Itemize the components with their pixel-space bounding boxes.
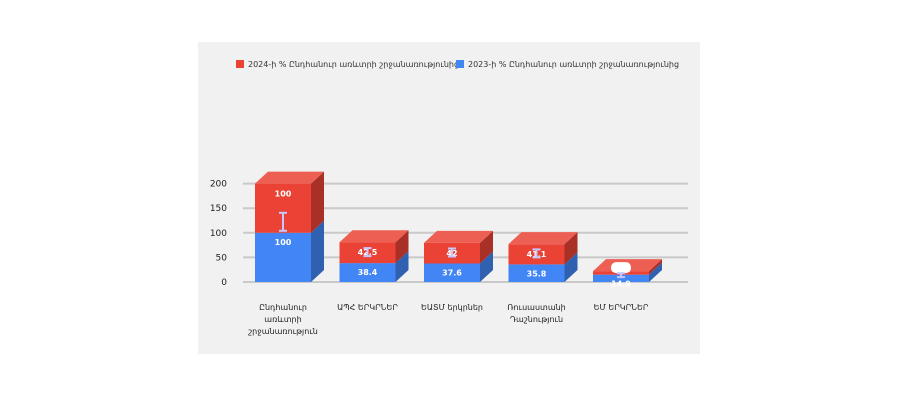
bar-2024-1-side bbox=[395, 230, 409, 264]
data-label-2024-4: 7.2 bbox=[614, 263, 628, 272]
x-tick-label: Դաշնություն bbox=[510, 315, 563, 324]
bar-2024-3-top bbox=[508, 232, 578, 245]
data-label-2023-1: 38.4 bbox=[358, 268, 378, 277]
x-tick-label: ԵՄ ԵՐԿՐՆԵՐ bbox=[594, 303, 649, 312]
x-tick-label: ԵԱՏՄ երկրներ bbox=[421, 303, 483, 312]
legend-label-2024: 2024-ի % Ընդհանուր առևտրի շրջանառություն… bbox=[248, 60, 459, 69]
bar-2023-2 bbox=[424, 251, 493, 282]
bar-2024-0-top bbox=[255, 171, 324, 184]
y-tick-label: 0 bbox=[221, 278, 227, 288]
bar-2023-3-side bbox=[564, 252, 578, 282]
x-tick-label: շրջանառություն bbox=[248, 327, 318, 336]
bar-2023-3-front bbox=[508, 264, 565, 282]
y-axis-ticks: 0 50 100 150 200 bbox=[210, 180, 227, 288]
legend-swatch-2023 bbox=[456, 60, 464, 68]
bar-2024-0 bbox=[255, 171, 324, 233]
x-axis-labels: Ընդհանուր առևտրի շրջանառություն ԱՊՀ ԵՐԿՐՆԵՐ… bbox=[248, 303, 649, 336]
bar-2023-4-front bbox=[593, 274, 649, 282]
x-tick-label: Ընդհանուր bbox=[259, 303, 307, 312]
y-tick-label: 200 bbox=[210, 180, 227, 190]
bar-2023-1-side bbox=[395, 251, 409, 282]
y-tick-label: 50 bbox=[216, 253, 228, 263]
error-bar-3 bbox=[532, 248, 541, 259]
x-tick-label: առևտրի bbox=[264, 315, 301, 324]
bar-2024-2-top bbox=[424, 230, 493, 243]
bar-2023-2-front bbox=[424, 263, 480, 282]
data-label-2023-4: 14.9 bbox=[611, 280, 631, 289]
data-label-2023-0: 100 bbox=[275, 238, 292, 247]
bar-2024-4-side bbox=[649, 259, 662, 275]
bar-2023-1 bbox=[339, 251, 409, 282]
bar-2024-2-side bbox=[480, 230, 493, 264]
error-bar-2 bbox=[448, 247, 456, 258]
bar-2023-3 bbox=[508, 252, 578, 282]
error-bar-1 bbox=[363, 247, 372, 258]
data-label-2023-3: 35.8 bbox=[527, 269, 547, 278]
y-tick-label: 100 bbox=[210, 229, 227, 239]
bar-2023-0-side bbox=[311, 220, 324, 282]
error-bar-4 bbox=[617, 272, 625, 279]
bar-2024-2 bbox=[424, 230, 493, 264]
x-tick-label: ԱՊՀ ԵՐԿՐՆԵՐ bbox=[337, 303, 398, 312]
legend: 2024-ի % Ընդհանուր առևտրի շրջանառություն… bbox=[236, 60, 679, 69]
data-label-2023-2: 37.6 bbox=[442, 269, 462, 278]
bar-2024-3-side bbox=[564, 232, 578, 265]
legend-label-2023: 2023-ի % Ընդհանուր առևտրի շրջանառություն… bbox=[468, 60, 679, 69]
bar-2024-1 bbox=[339, 230, 409, 264]
error-bar-0 bbox=[279, 211, 287, 232]
bar-2024-1-top bbox=[339, 230, 409, 243]
x-tick-label: Ռուսաստանի bbox=[507, 303, 566, 312]
data-label-2024-4-bubble bbox=[611, 262, 631, 274]
data-label-2024-0: 100 bbox=[275, 190, 292, 199]
bar-2023-4 bbox=[593, 262, 662, 282]
bar-2024-3 bbox=[508, 232, 578, 265]
bar-2023-4-side bbox=[649, 262, 662, 282]
bar-2023-0 bbox=[255, 220, 324, 282]
bar-2023-2-side bbox=[480, 251, 493, 282]
bar-2024-0-side bbox=[311, 171, 324, 233]
bar-2023-0-front bbox=[255, 232, 311, 282]
legend-swatch-2024 bbox=[236, 60, 244, 68]
bar-2023-1-front bbox=[339, 263, 396, 282]
y-tick-label: 150 bbox=[210, 204, 227, 214]
